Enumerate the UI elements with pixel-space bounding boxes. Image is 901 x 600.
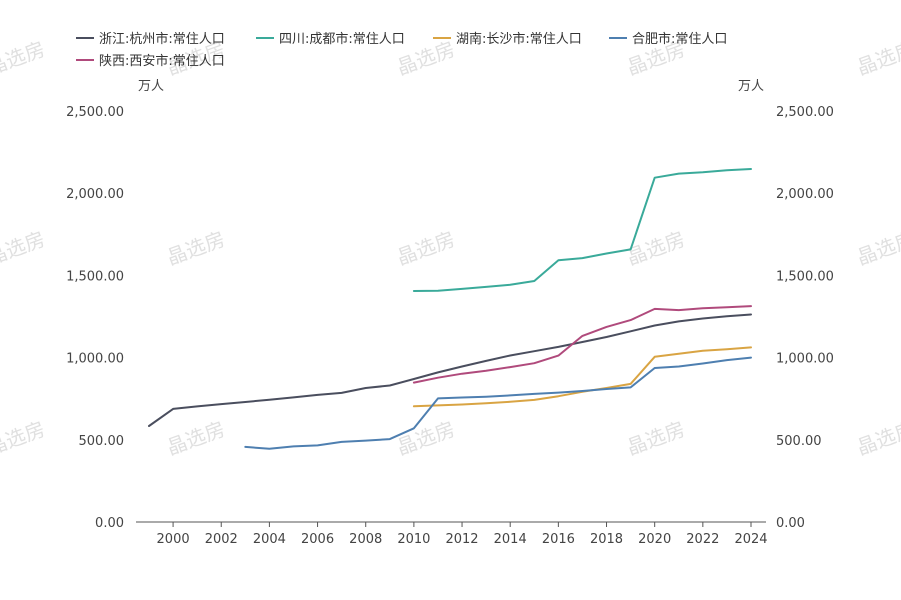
x-tick-label: 2016 [542,532,575,547]
watermark-text: 晶选房 [854,227,901,270]
watermark-text: 晶选房 [164,417,229,460]
watermark-text: 晶选房 [0,227,48,270]
legend-item: 陕西:西安市:常住人口 [76,53,225,69]
x-tick-label: 2024 [734,532,767,547]
y-axis-unit-right: 万人 [738,79,764,94]
x-tick-label: 2008 [349,532,382,547]
legend-label: 陕西:西安市:常住人口 [99,53,225,69]
watermark-text: 晶选房 [0,417,48,460]
x-tick-label: 2018 [590,532,623,547]
watermark-text: 晶选房 [164,227,229,270]
watermark-text: 晶选房 [394,417,459,460]
y-axis-right: 0.00 500.00 1,000.00 1,500.00 2,000.00 2,500.… [776,105,834,531]
x-tick-label: 2012 [445,532,478,547]
watermark-text: 晶选房 [854,37,901,80]
legend-item: 合肥市:常住人口 [609,31,727,47]
watermark-text: 晶选房 [624,227,689,270]
y-tick-label-left: 1,000.00 [66,352,124,367]
y-tick-label-right: 1,500.00 [776,269,834,284]
y-tick-label-right: 2,000.00 [776,187,834,202]
series-lines [148,168,752,450]
watermark-text: 晶选房 [394,227,459,270]
x-tick-label: 2000 [157,532,190,547]
y-axis-left: 0.00 500.00 1,000.00 1,500.00 2,000.00 2,500.… [66,105,124,531]
x-tick-label: 2002 [205,532,238,547]
y-tick-label-right: 0.00 [776,516,805,531]
y-tick-label-left: 0.00 [95,516,124,531]
series-line [244,356,752,450]
x-tick-label: 2010 [397,532,430,547]
y-tick-label-left: 1,500.00 [66,269,124,284]
x-tick-label: 2014 [494,532,527,547]
x-tick-label: 2020 [638,532,671,547]
legend-label: 四川:成都市:常住人口 [279,31,405,47]
watermark-text: 晶选房 [0,37,48,80]
series-line [412,305,752,384]
y-tick-label-right: 2,500.00 [776,105,834,120]
y-tick-label-left: 2,500.00 [66,105,124,120]
y-tick-label-right: 500.00 [776,434,822,449]
x-tick-label: 2006 [301,532,334,547]
legend-label: 合肥市:常住人口 [632,31,727,47]
x-tick-label: 2004 [253,532,286,547]
legend-item: 湖南:长沙市:常住人口 [433,31,582,47]
x-tick-label: 2022 [686,532,719,547]
y-tick-label-left: 500.00 [79,434,125,449]
series-line [412,168,752,292]
y-tick-label-right: 1,000.00 [776,352,834,367]
watermark-text: 晶选房 [854,417,901,460]
y-tick-label-left: 2,000.00 [66,187,124,202]
legend-item: 浙江:杭州市:常住人口 [76,31,225,47]
legend-label: 浙江:杭州市:常住人口 [99,31,225,47]
y-axis-unit-left: 万人 [138,79,164,94]
x-axis: 2000 2002 2004 2006 2008 2010 2012 2014 2016 2018… [157,522,768,547]
legend: 浙江:杭州市:常住人口 四川:成都市:常住人口 湖南:长沙市:常住人口 合肥市:常住人… [76,31,727,69]
watermark-text: 晶选房 [624,417,689,460]
series-line [148,313,752,427]
legend-item: 四川:成都市:常住人口 [256,31,405,47]
legend-label: 湖南:长沙市:常住人口 [456,31,582,47]
